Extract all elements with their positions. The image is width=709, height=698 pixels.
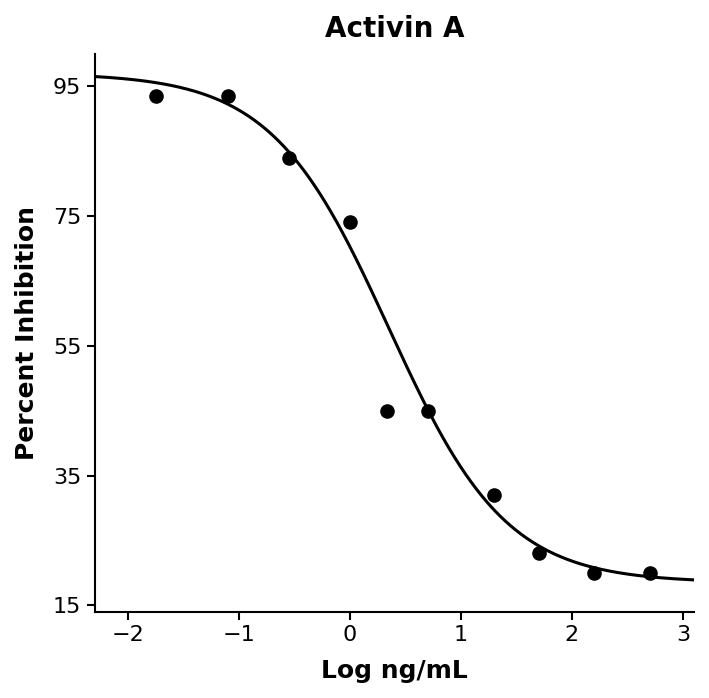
Point bbox=[588, 567, 600, 579]
Title: Activin A: Activin A bbox=[325, 15, 464, 43]
Point bbox=[283, 152, 294, 163]
Point bbox=[381, 405, 392, 416]
Point bbox=[344, 217, 355, 228]
Y-axis label: Percent Inhibition: Percent Inhibition bbox=[15, 206, 39, 460]
Point bbox=[489, 489, 500, 500]
X-axis label: Log ng/mL: Log ng/mL bbox=[321, 659, 468, 683]
Point bbox=[533, 548, 545, 559]
Point bbox=[422, 405, 433, 416]
Point bbox=[644, 567, 655, 579]
Point bbox=[150, 90, 162, 101]
Point bbox=[222, 90, 233, 101]
